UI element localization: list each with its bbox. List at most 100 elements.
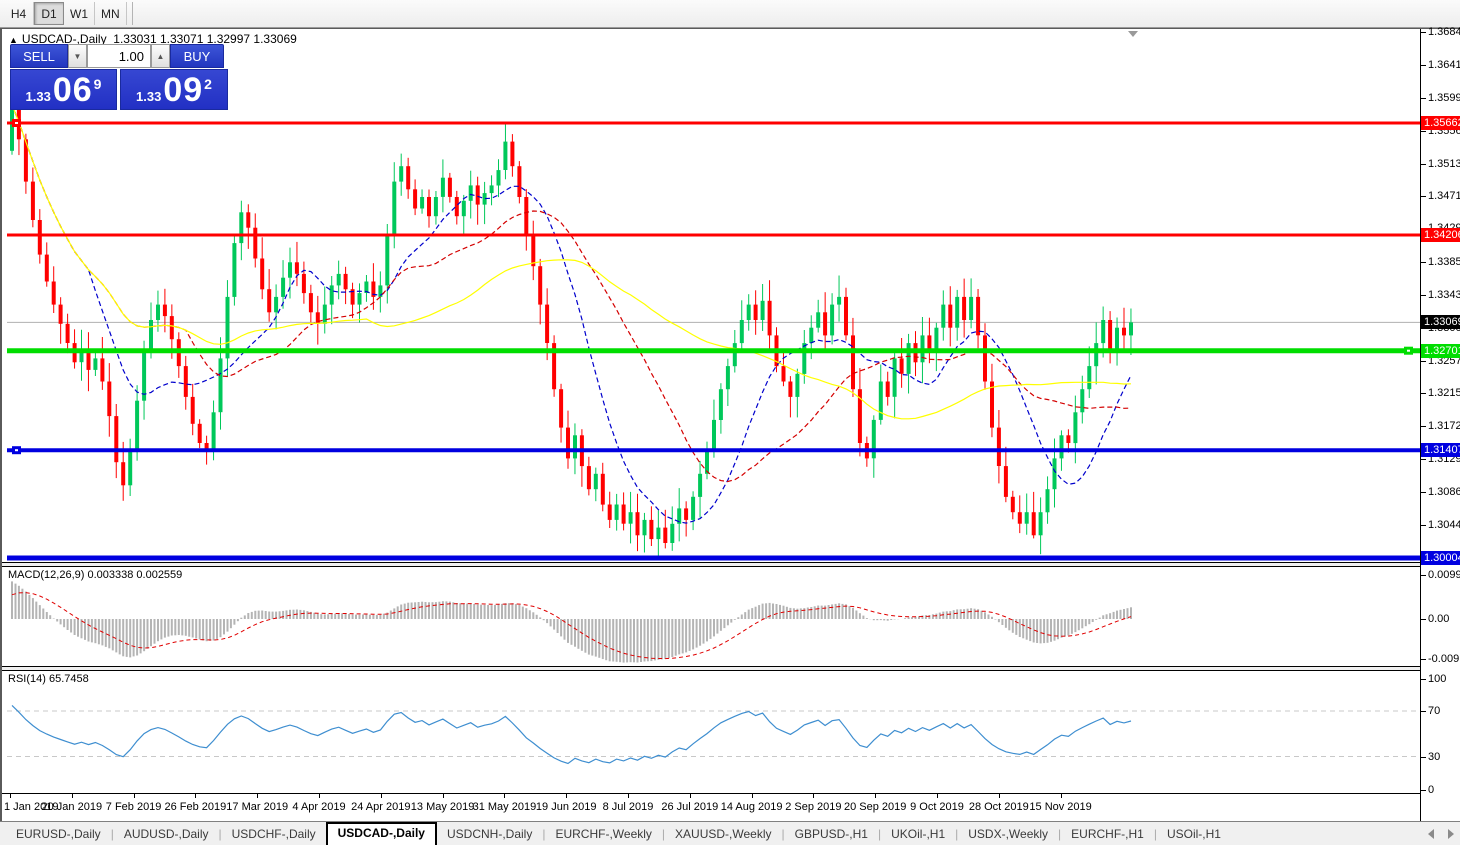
timeframe-button-mn[interactable]: MN (95, 2, 127, 25)
volume-decrease-button[interactable]: ▼ (68, 44, 87, 68)
toolbar-separator (127, 2, 133, 25)
date-tick (1060, 794, 1062, 798)
price-tick-label: 1.33430 (1428, 289, 1460, 301)
price-tick-label: 1.31720 (1428, 420, 1460, 432)
symbol-tab-usoil-h1[interactable]: USOil-,H1 (1166, 827, 1221, 841)
tab-separator: | (110, 827, 114, 841)
date-label: 17 Mar 2019 (226, 801, 289, 813)
macd-axis-label: -0.009186 (1428, 653, 1460, 665)
current-price-label: 1.33069 (1421, 315, 1460, 329)
date-label: 20 Sep 2019 (843, 801, 907, 813)
date-tick (319, 794, 320, 798)
date-tick (628, 794, 629, 798)
symbol-tab-ukoil-h1[interactable]: UKOil-,H1 (891, 827, 946, 841)
level-price-label-1.32701: 1.32701 (1421, 344, 1460, 358)
symbol-tab-usdcnh-daily[interactable]: USDCNH-,Daily (446, 827, 533, 841)
timeframe-button-group: H4 D1 W1 MN (4, 2, 133, 25)
symbol-tab-usdx-weekly[interactable]: USDX-,Weekly (968, 827, 1049, 841)
rsi-panel-canvas[interactable] (2, 671, 1420, 793)
macd-panel-canvas[interactable] (2, 567, 1420, 666)
chart-window: ▲ USDCAD-,Daily 1.33031 1.33071 1.32997 1… (0, 26, 1460, 821)
panel-separator[interactable] (2, 562, 1420, 567)
level-price-label-1.34206: 1.34206 (1421, 228, 1460, 242)
axis-tick (1421, 32, 1426, 33)
volume-increase-button[interactable]: ▲ (151, 44, 170, 68)
axis-tick (1421, 790, 1426, 791)
ma-slow-line (11, 104, 1132, 420)
price-tick-label: 1.35130 (1428, 158, 1460, 170)
sell-price-display[interactable]: 1.33 06 9 (10, 69, 117, 110)
tab-separator: | (661, 827, 666, 841)
axis-tick (1421, 679, 1426, 680)
axis-tick (1421, 65, 1426, 66)
symbol-tab-gbpusd-h1[interactable]: GBPUSD-,H1 (794, 827, 868, 841)
buy-price-big: 09 (163, 71, 204, 109)
date-label: 26 Feb 2019 (164, 801, 227, 813)
panel-separator[interactable] (2, 666, 1420, 671)
date-label: 8 Jul 2019 (602, 801, 654, 813)
timeframe-button-h4[interactable]: H4 (4, 2, 34, 25)
axis-tick (1421, 393, 1426, 394)
symbol-tab-xauusd-weekly[interactable]: XAUUSD-,Weekly (675, 827, 772, 841)
date-tick (689, 794, 691, 798)
main-chart-canvas[interactable] (2, 29, 1420, 562)
level-price-label-1.35662: 1.35662 (1421, 116, 1460, 130)
price-tick-label: 1.36410 (1428, 59, 1460, 71)
tab-separator: | (1058, 827, 1062, 841)
date-axis[interactable]: 1 Jan 2019 20 Jan 2019 7 Feb 2019 26 Feb 20… (2, 793, 1420, 821)
chart-tab-bar: EURUSD-,Daily | AUDUSD-,Daily | USDCHF-,Dail… (0, 821, 1460, 845)
axis-tick (1421, 492, 1426, 493)
macd-axis-label: 0.009957 (1428, 569, 1460, 581)
symbol-tab-audusd-daily[interactable]: AUDUSD-,Daily (123, 827, 209, 841)
sell-button[interactable]: SELL (10, 44, 68, 68)
ma-fast-line (11, 104, 1132, 524)
date-tick (504, 794, 506, 798)
timeframe-button-w1[interactable]: W1 (64, 2, 95, 25)
axis-tick (1421, 196, 1426, 197)
date-label: 24 Apr 2019 (351, 801, 411, 813)
chart-symbol-label: USDCAD-,Daily (21, 32, 107, 46)
tab-separator: | (955, 827, 959, 841)
date-label: 19 Jun 2019 (535, 801, 597, 813)
symbol-tab-usdchf-daily[interactable]: USDCHF-,Daily (231, 827, 316, 841)
date-tick (566, 794, 568, 798)
price-axis[interactable]: 1.368401.364101.359901.355601.351301.347… (1420, 26, 1460, 821)
sell-price-big: 06 (52, 71, 93, 109)
timeframe-button-d1[interactable]: D1 (34, 2, 64, 25)
symbol-tab-eurusd-daily[interactable]: EURUSD-,Daily (16, 827, 101, 841)
date-tick (133, 794, 135, 798)
date-label: 9 Oct 2019 (910, 801, 964, 813)
date-label: 1 Jan 2019 (4, 801, 59, 813)
symbol-tab-usdcad-daily[interactable]: USDCAD-,Daily (325, 822, 437, 845)
date-label: 2 Sep 2019 (785, 801, 842, 813)
tab-scroll-left-icon[interactable] (1428, 829, 1434, 839)
axis-tick (1421, 459, 1426, 460)
rsi-line (11, 704, 1132, 765)
tab-separator: | (877, 827, 882, 841)
tab-scroll-right-icon[interactable] (1448, 829, 1454, 839)
rsi-axis-label: 0 (1428, 784, 1435, 796)
symbol-tab-eurchf-weekly[interactable]: EURCHF-,Weekly (555, 827, 652, 841)
buy-button[interactable]: BUY (170, 44, 224, 68)
axis-tick (1421, 295, 1426, 296)
price-tick-label: 1.36840 (1428, 26, 1460, 38)
date-label: 14 Aug 2019 (720, 801, 783, 813)
collapse-triangle-icon[interactable]: ▲ (9, 35, 18, 45)
date-label: 26 Jul 2019 (661, 801, 719, 813)
sell-price-small: 1.33 (25, 89, 51, 104)
date-label: 7 Feb 2019 (105, 801, 162, 813)
symbol-tab-eurchf-h1[interactable]: EURCHF-,H1 (1071, 827, 1144, 841)
date-tick (442, 794, 444, 798)
axis-tick (1421, 131, 1426, 132)
buy-price-display[interactable]: 1.33 09 2 (120, 69, 228, 110)
tab-separator: | (1153, 827, 1157, 841)
axis-tick (1421, 164, 1426, 165)
volume-input[interactable]: 1.00 (87, 44, 151, 68)
price-tick-label: 1.32150 (1428, 387, 1460, 399)
axis-tick (1421, 711, 1426, 712)
axis-tick (1421, 426, 1426, 427)
level-price-label-1.30004: 1.30004 (1421, 551, 1460, 565)
buy-price-sup: 2 (204, 76, 212, 92)
buy-price-small: 1.33 (136, 89, 162, 104)
